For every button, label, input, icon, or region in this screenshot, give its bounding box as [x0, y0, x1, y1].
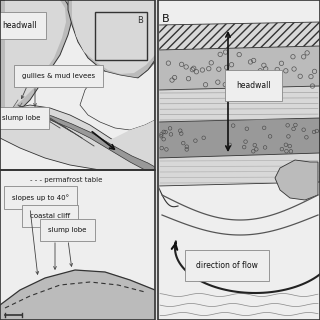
Text: - - - permafrost table: - - - permafrost table	[30, 177, 102, 183]
Polygon shape	[275, 160, 318, 200]
Polygon shape	[158, 153, 320, 186]
Polygon shape	[158, 22, 320, 52]
Text: slump lobe: slump lobe	[2, 115, 40, 121]
Text: coastal cliff: coastal cliff	[30, 213, 70, 219]
Text: direction of flow: direction of flow	[196, 261, 258, 270]
Bar	[158, 0, 320, 320]
Text: slopes up to 40°: slopes up to 40°	[12, 194, 69, 201]
Polygon shape	[80, 62, 155, 130]
Text: B: B	[137, 16, 143, 25]
Polygon shape	[158, 46, 320, 92]
Polygon shape	[72, 0, 155, 74]
Polygon shape	[0, 0, 72, 118]
Bar	[95, 12, 147, 60]
Polygon shape	[8, 112, 155, 170]
Polygon shape	[158, 118, 320, 160]
Polygon shape	[0, 170, 155, 320]
Text: headwall: headwall	[2, 21, 36, 30]
Text: gullies & mud levees: gullies & mud levees	[22, 73, 95, 79]
Bar	[0, 0, 155, 170]
Polygon shape	[68, 0, 155, 80]
Polygon shape	[158, 0, 320, 320]
Text: headwall: headwall	[236, 81, 271, 90]
Polygon shape	[5, 0, 66, 112]
Bar	[0, 170, 155, 320]
Polygon shape	[0, 0, 155, 170]
Polygon shape	[0, 105, 155, 170]
Text: slump lobe: slump lobe	[48, 227, 86, 233]
Text: B: B	[162, 14, 170, 24]
Polygon shape	[158, 86, 320, 124]
Polygon shape	[110, 120, 155, 170]
